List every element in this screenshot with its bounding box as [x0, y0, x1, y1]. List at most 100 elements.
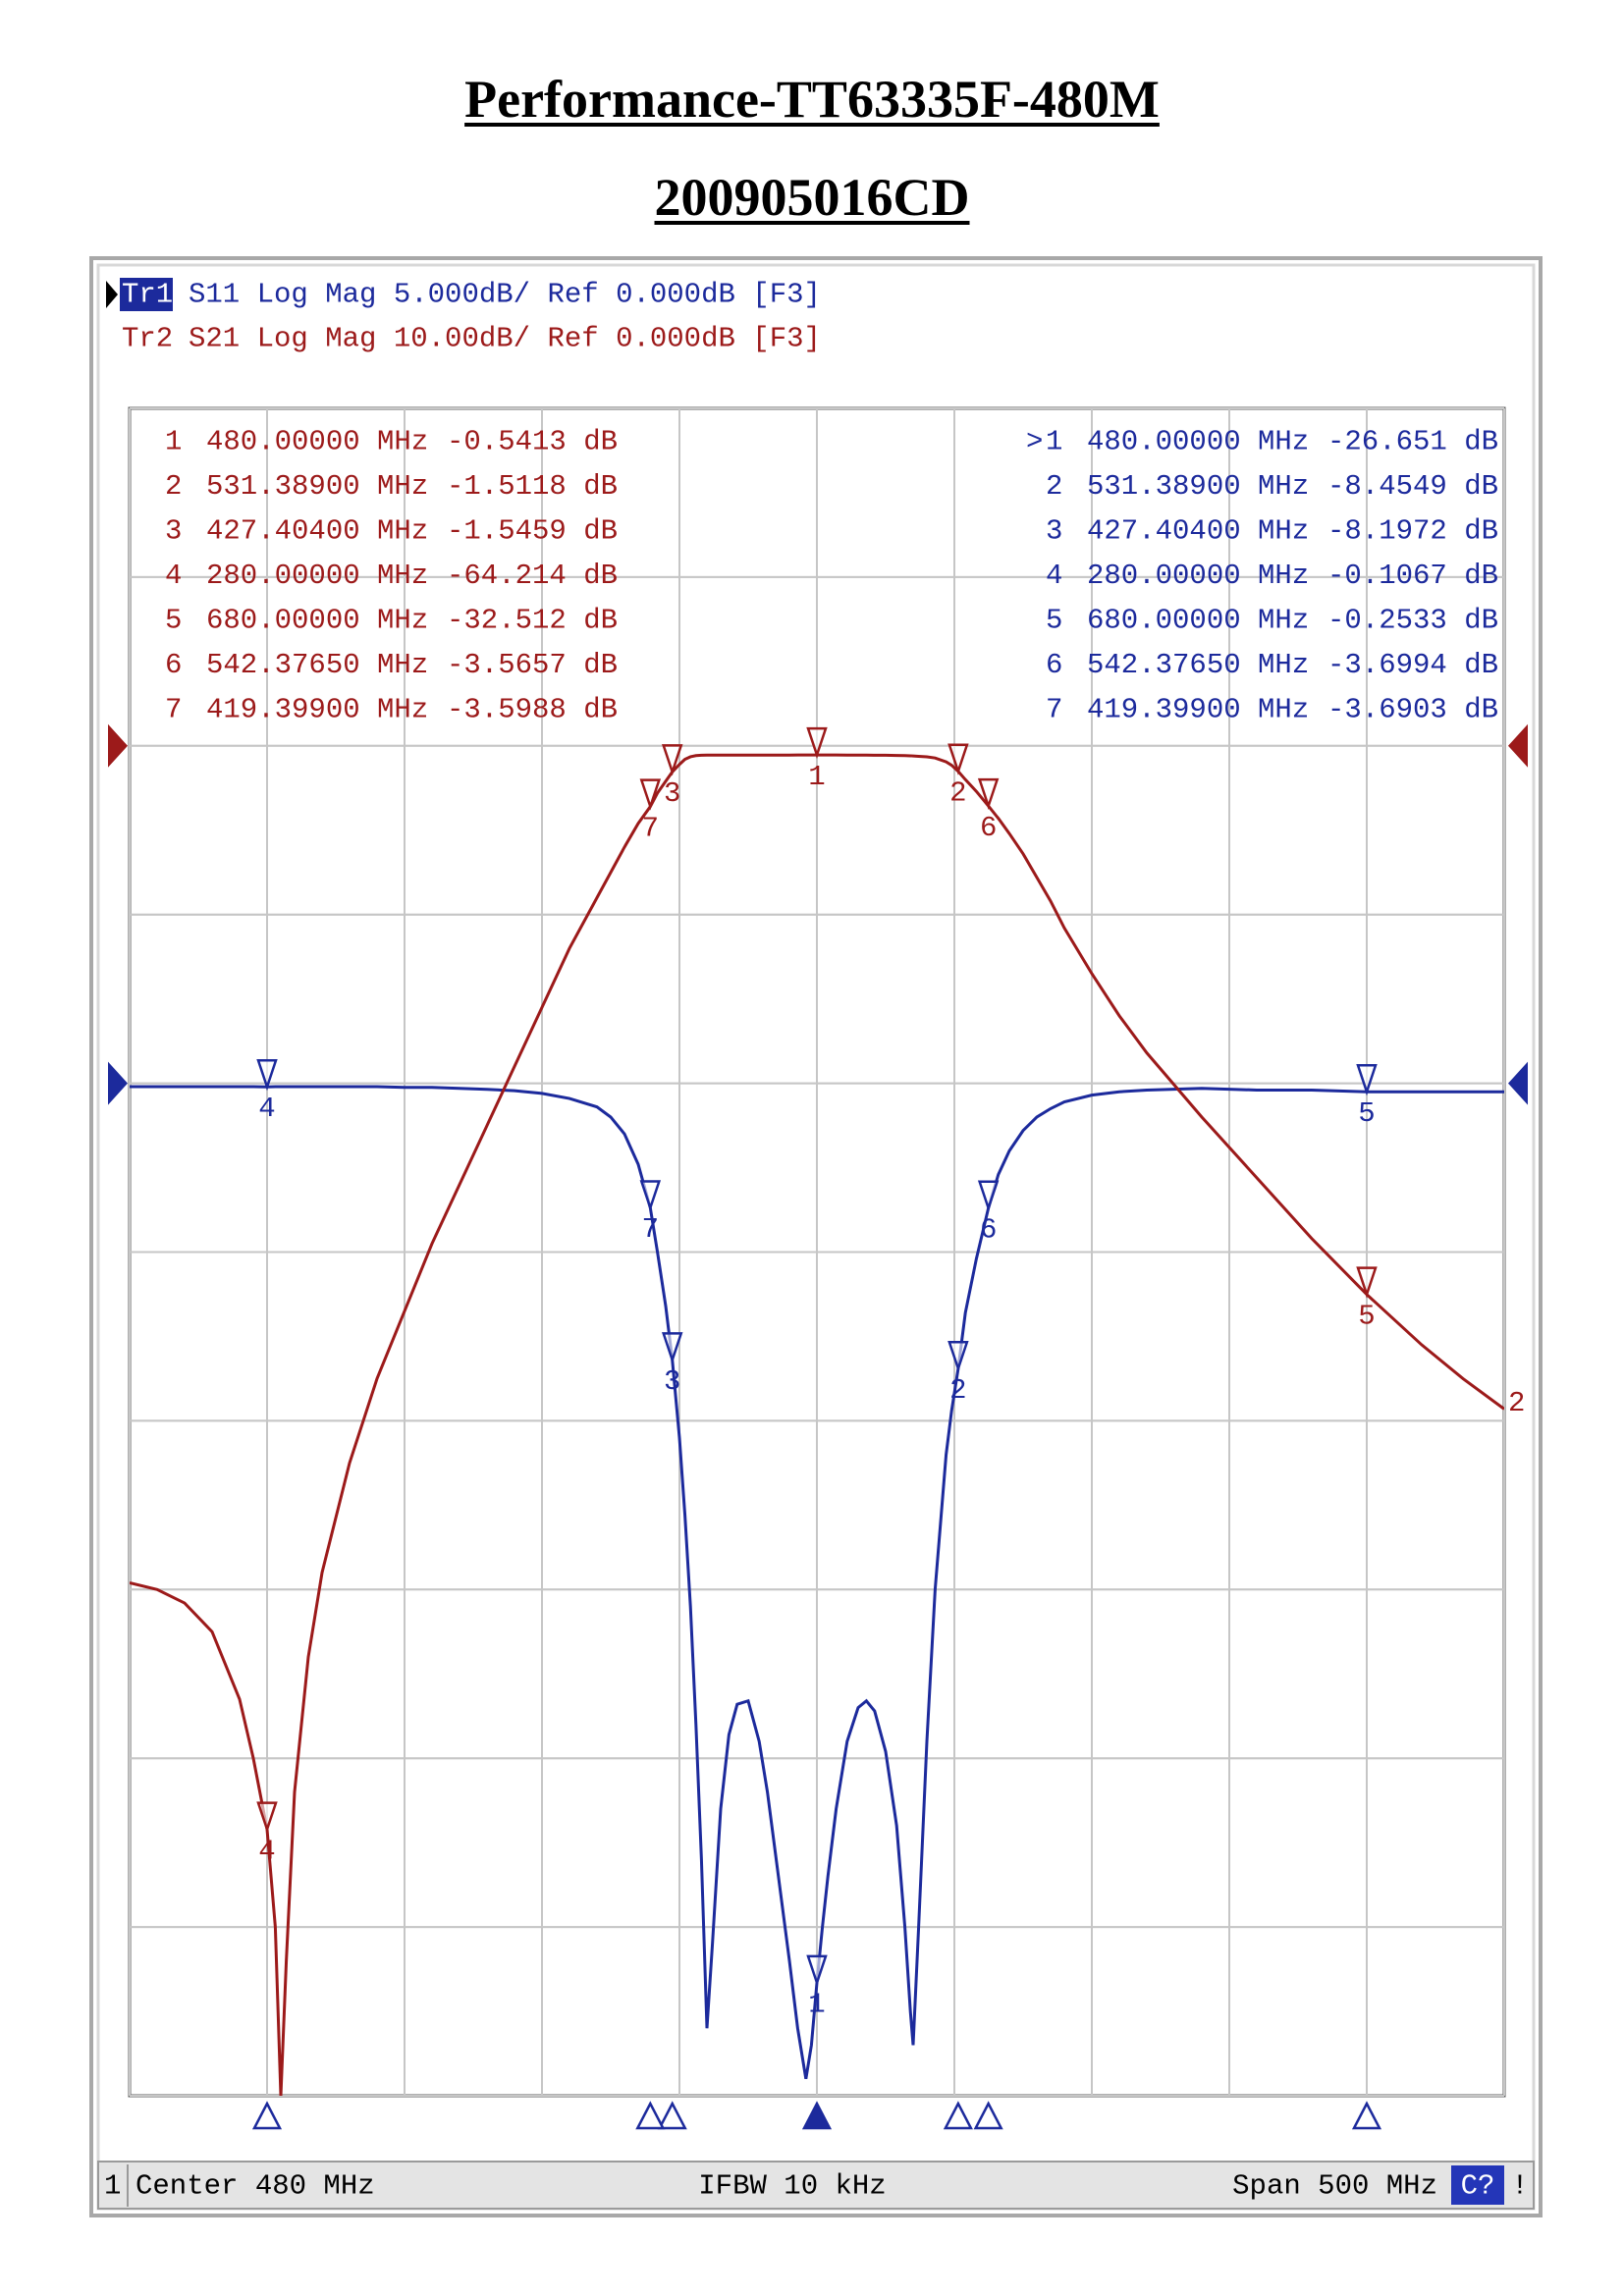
stimulus-marker — [251, 2101, 283, 2130]
marker-triangle — [947, 743, 969, 775]
marker-table-number: 6 — [1046, 649, 1062, 681]
marker-table-number: 4 — [1046, 560, 1062, 592]
marker-table-frequency: 531.38900 MHz — [206, 470, 428, 503]
ref-marker-left — [108, 723, 128, 768]
ref-marker-right — [1508, 1061, 1528, 1105]
marker-table-number: 7 — [165, 694, 182, 726]
trace-id: Tr1 — [122, 279, 173, 311]
marker-table-value: -1.5118 dB — [447, 470, 618, 503]
marker-label: 5 — [1358, 1300, 1375, 1332]
traces — [130, 753, 1504, 2096]
grid — [129, 407, 1505, 2097]
marker-table-frequency: 680.00000 MHz — [206, 605, 428, 637]
marker-triangle — [806, 726, 828, 760]
marker-label: 4 — [258, 1093, 275, 1125]
marker-triangle — [977, 777, 1000, 811]
marker-label: 1 — [808, 761, 825, 793]
marker-table-frequency: 419.39900 MHz — [1087, 694, 1309, 726]
marker-table-value: -1.5459 dB — [447, 515, 618, 548]
marker-label: 2 — [949, 776, 966, 809]
stimulus-marker — [943, 2101, 973, 2130]
marker-triangle — [639, 1180, 662, 1212]
trace-line — [130, 1085, 1504, 2080]
trace-line — [130, 753, 1504, 2096]
marker-table-number: 2 — [1046, 470, 1062, 503]
marker-label: 6 — [980, 812, 997, 844]
marker-table-frequency: 427.40400 MHz — [1087, 515, 1309, 548]
marker-table-number: 2 — [165, 470, 182, 503]
marker-table-value: -0.2533 dB — [1327, 605, 1498, 637]
marker-label: 6 — [980, 1213, 997, 1246]
marker-triangle — [256, 1059, 278, 1092]
marker-triangle — [661, 744, 683, 776]
marker-table-value: -3.5657 dB — [447, 649, 618, 681]
marker-table-value: -8.1972 dB — [1327, 515, 1498, 548]
marker-label: 7 — [642, 1213, 659, 1246]
marker-table-number: 1 — [165, 426, 182, 458]
stimulus-marker — [801, 2101, 833, 2130]
overlay: Tr1 S11 Log Mag 5.000dB/ Ref 0.000dB [F3]… — [104, 278, 1529, 2207]
subtitle: 200905016CD — [654, 168, 970, 227]
marker-table-number: 5 — [1046, 605, 1062, 637]
marker-table-value: -3.5988 dB — [447, 694, 618, 726]
status-cal-box — [1451, 2165, 1504, 2205]
stimulus-marker — [635, 2101, 666, 2130]
status-ifbw: IFBW 10 kHz — [698, 2170, 886, 2203]
marker-triangle — [806, 1954, 828, 1987]
marker-table-number: 3 — [1046, 515, 1062, 548]
marker-label: 5 — [1358, 1097, 1375, 1130]
marker-label: 1 — [808, 1989, 825, 2021]
stimulus-marker — [973, 2101, 1003, 2130]
marker-table-frequency: 542.37650 MHz — [1087, 649, 1309, 681]
active-trace-box — [120, 278, 173, 311]
marker-table-value: -32.512 dB — [447, 605, 618, 637]
marker-table-value: -26.651 dB — [1327, 426, 1498, 458]
marker-label: 4 — [258, 1835, 275, 1867]
marker-label: 3 — [664, 777, 680, 810]
ref-marker-left — [108, 1061, 128, 1105]
marker-table-frequency: 480.00000 MHz — [1087, 426, 1309, 458]
status-span: Span 500 MHz — [1232, 2170, 1437, 2203]
marker-table-value: -0.5413 dB — [447, 426, 618, 458]
marker-table-frequency: 280.00000 MHz — [206, 560, 428, 592]
trace-id: Tr2 — [122, 323, 173, 355]
marker-table-frequency: 280.00000 MHz — [1087, 560, 1309, 592]
status-flag: ! — [1511, 2170, 1528, 2203]
stimulus-marker — [657, 2101, 687, 2130]
marker-table-value: -0.1067 dB — [1327, 560, 1498, 592]
marker-table-frequency: 531.38900 MHz — [1087, 470, 1309, 503]
trace-end-label: 2 — [1508, 1387, 1525, 1419]
marker-table-value: -3.6994 dB — [1327, 649, 1498, 681]
marker-triangle — [639, 778, 662, 811]
status-bar — [97, 2161, 1535, 2210]
marker-table-frequency: 419.39900 MHz — [206, 694, 428, 726]
marker-table-frequency: 427.40400 MHz — [206, 515, 428, 548]
status-center: Center 480 MHz — [135, 2170, 375, 2203]
marker-table-number: 4 — [165, 560, 182, 592]
marker-table-value: -64.214 dB — [447, 560, 618, 592]
marker-triangle — [1356, 1266, 1378, 1299]
status-cal: C? — [1461, 2170, 1495, 2203]
active-trace-pointer — [106, 281, 118, 308]
title: Performance-TT63335F-480M — [464, 70, 1160, 129]
marker-table-number: 1 — [1046, 426, 1062, 458]
legend-entry: S11 Log Mag 5.000dB/ Ref 0.000dB [F3] — [189, 279, 821, 311]
marker-table-number: 3 — [165, 515, 182, 548]
marker-table-value: -8.4549 dB — [1327, 470, 1498, 503]
marker-active-prefix: > — [1026, 426, 1043, 458]
marker-table-number: 7 — [1046, 694, 1062, 726]
legend-entry: S21 Log Mag 10.00dB/ Ref 0.000dB [F3] — [189, 323, 821, 355]
marker-label: 2 — [949, 1374, 966, 1407]
marker-table-frequency: 542.37650 MHz — [206, 649, 428, 681]
marker-table-number: 6 — [165, 649, 182, 681]
marker-label: 3 — [664, 1365, 680, 1398]
marker-table-number: 5 — [165, 605, 182, 637]
marker-triangle — [977, 1180, 1000, 1212]
marker-table-frequency: 680.00000 MHz — [1087, 605, 1309, 637]
marker-triangle — [256, 1801, 278, 1834]
ref-marker-right — [1508, 723, 1528, 768]
marker-table-frequency: 480.00000 MHz — [206, 426, 428, 458]
marker-label: 7 — [642, 812, 659, 844]
